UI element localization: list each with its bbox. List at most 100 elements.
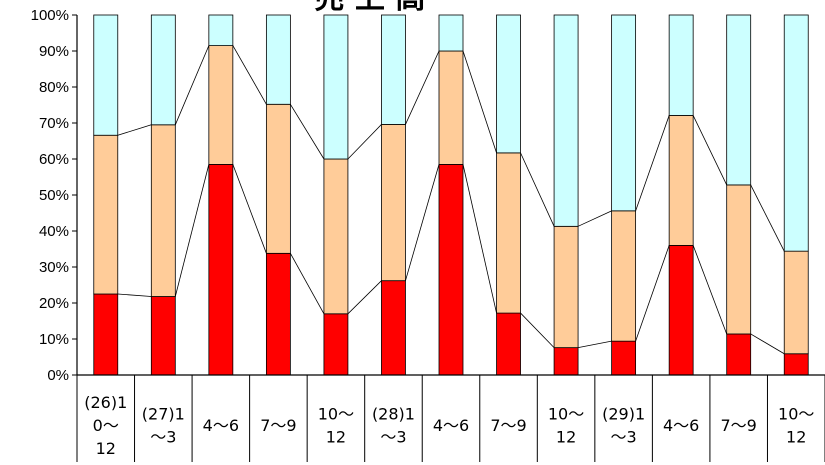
series-line xyxy=(405,50,440,125)
bar-segment xyxy=(265,252,291,376)
x-category-label: (28)1 xyxy=(372,405,415,424)
bar-segment xyxy=(265,14,291,105)
y-tick-label: 20% xyxy=(39,295,69,312)
x-category-label: 12 xyxy=(556,428,576,447)
bar-segment xyxy=(208,45,234,165)
y-tick-label: 90% xyxy=(39,43,69,60)
bar-segment xyxy=(323,14,349,160)
bar-segment xyxy=(496,312,521,376)
bar-segment xyxy=(93,134,119,295)
series-line xyxy=(405,164,440,281)
series-line xyxy=(174,45,210,125)
series-line xyxy=(347,280,382,315)
bar-segment xyxy=(611,14,637,212)
series-line xyxy=(692,115,728,186)
bar-segment xyxy=(496,14,521,154)
series-line xyxy=(117,124,152,136)
bar-segment xyxy=(668,14,694,116)
y-tick-label: 60% xyxy=(39,151,69,168)
series-line xyxy=(635,115,670,211)
bar-segment xyxy=(496,152,521,314)
y-tick-label: 50% xyxy=(39,187,69,204)
bar-segment xyxy=(783,14,809,252)
bar-segment xyxy=(438,14,464,52)
bar-segment xyxy=(668,115,694,246)
y-tick-label: 30% xyxy=(39,259,69,276)
bar-segment xyxy=(438,50,464,165)
bar-segment xyxy=(208,163,234,376)
x-category-label: 7～9 xyxy=(490,416,526,435)
bar-segment xyxy=(611,210,637,342)
bar-segment xyxy=(553,347,579,376)
series-line xyxy=(520,312,555,348)
series-lines xyxy=(117,45,785,355)
x-category-label: 10～ xyxy=(778,405,814,424)
x-category-label: 7～9 xyxy=(721,416,757,435)
y-axis-ticks: 0% 10% 20% 30% 40% 50% 60% 70% 80% 90% 100% xyxy=(31,7,77,384)
bar-segment xyxy=(381,14,406,125)
bar-segment xyxy=(783,353,809,376)
x-category-label: ～3 xyxy=(380,428,406,447)
bar-segment xyxy=(726,14,752,186)
x-category-label: 4～6 xyxy=(203,416,239,435)
bar-segment xyxy=(783,250,809,355)
bar-segment xyxy=(208,14,234,47)
chart-title: 売 上 高 xyxy=(315,0,426,16)
y-tick-label: 0% xyxy=(47,367,69,384)
bar-segment xyxy=(93,293,119,376)
bar-segment xyxy=(323,313,349,376)
series-line xyxy=(520,152,555,227)
x-category-label: 4～6 xyxy=(663,416,699,435)
y-tick-label: 70% xyxy=(39,115,69,132)
series-line xyxy=(232,164,267,254)
bar-segment xyxy=(668,244,694,376)
y-tick-label: 80% xyxy=(39,79,69,96)
series-line xyxy=(290,253,325,314)
bar-segment xyxy=(553,14,579,227)
x-category-label: (27)1 xyxy=(142,405,185,424)
bar-segment xyxy=(150,14,176,126)
bar-segment xyxy=(150,296,176,376)
series-line xyxy=(750,184,785,252)
x-category-label: (29)1 xyxy=(602,405,645,424)
x-category-label: ～3 xyxy=(150,428,176,447)
bar-segment xyxy=(726,333,752,376)
bar-segment xyxy=(323,158,349,315)
y-tick-label: 40% xyxy=(39,223,69,240)
bar-segment xyxy=(381,280,406,376)
x-category-label: 12 xyxy=(786,428,806,447)
series-line xyxy=(290,104,325,160)
x-category-label: 0～ xyxy=(93,416,119,435)
x-category-label: 4～6 xyxy=(433,416,469,435)
series-line xyxy=(635,245,670,342)
axes xyxy=(76,15,825,462)
series-line xyxy=(692,245,728,335)
series-line xyxy=(232,45,267,105)
series-line xyxy=(174,164,210,297)
bars xyxy=(93,14,809,376)
bar-segment xyxy=(150,124,176,297)
bar-segment xyxy=(93,14,119,136)
bar-segment xyxy=(726,184,752,335)
x-category-label: (26)1 xyxy=(84,393,127,412)
x-category-label: 10～ xyxy=(548,405,584,424)
series-line xyxy=(750,333,785,355)
x-category-label: 12 xyxy=(326,428,346,447)
series-line xyxy=(462,164,497,314)
series-line xyxy=(578,340,612,349)
x-category-label: 7～9 xyxy=(260,416,296,435)
bar-segment xyxy=(553,225,579,349)
bar-segment xyxy=(265,103,291,254)
bar-segment xyxy=(438,163,464,376)
y-tick-label: 100% xyxy=(31,7,69,24)
bar-segment xyxy=(381,124,406,282)
bar-segment xyxy=(611,340,637,376)
category-labels: (26)1 0～ 12 (27)1 ～3 4～6 7～9 10～ 12 (28)1 ～3 4～6 7～9… xyxy=(84,393,814,458)
series-line xyxy=(347,124,382,160)
series-line xyxy=(577,210,612,227)
x-category-label: 10～ xyxy=(318,405,354,424)
y-tick-label: 10% xyxy=(39,331,69,348)
x-category-label: 12 xyxy=(96,439,116,458)
x-category-label: ～3 xyxy=(611,428,637,447)
